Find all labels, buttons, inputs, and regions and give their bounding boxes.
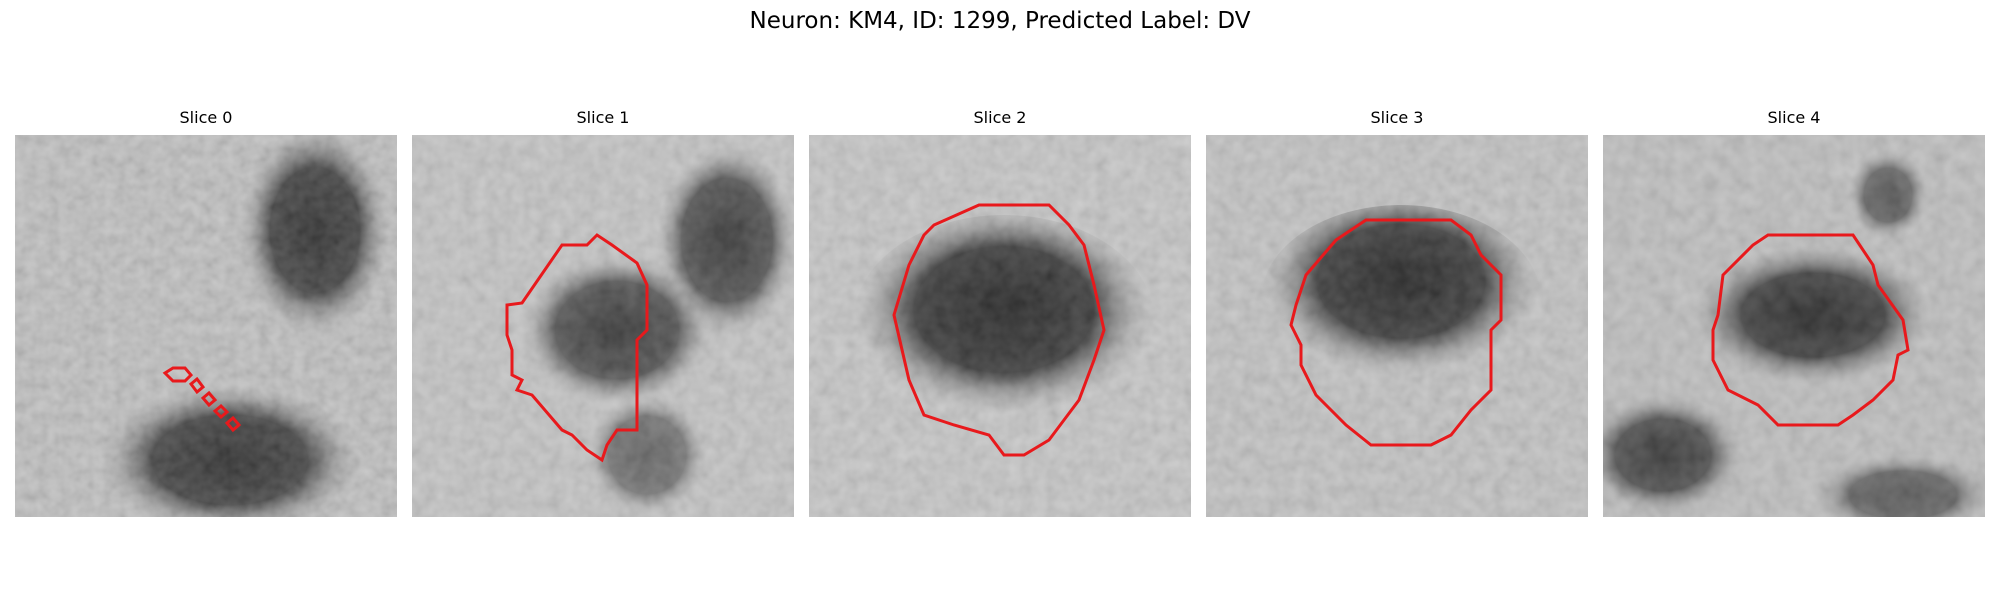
contour-fragment <box>212 403 230 420</box>
slice-1-contour <box>505 233 649 463</box>
slice-0-svg <box>15 135 397 517</box>
slice-3-contour <box>1289 218 1503 447</box>
slice-2-noise <box>809 135 1191 517</box>
slice-4-svg <box>1603 135 1985 517</box>
contour-fragment <box>162 366 194 383</box>
slice-3-svg <box>1206 135 1588 517</box>
slice-4-contour <box>1711 233 1910 427</box>
slice-3-noise <box>1206 135 1588 517</box>
panel-title-slice-1: Slice 1 <box>576 108 630 127</box>
contour-fragment <box>200 390 218 408</box>
slice-0-contours <box>162 366 242 433</box>
panel-title-slice-3: Slice 3 <box>1370 108 1424 127</box>
slice-4-noise <box>1603 135 1985 517</box>
image-panel-slice-3 <box>1206 135 1588 517</box>
slice-0-noise <box>15 135 397 517</box>
slice-2-svg <box>809 135 1191 517</box>
image-panel-slice-0 <box>15 135 397 517</box>
slice-2-contour <box>892 203 1106 457</box>
image-panel-slice-1 <box>412 135 794 517</box>
panel-title-slice-4: Slice 4 <box>1767 108 1821 127</box>
contour-fragment <box>224 415 242 433</box>
contour-fragment <box>188 376 206 395</box>
image-panel-slice-2 <box>809 135 1191 517</box>
slice-1-svg <box>412 135 794 517</box>
image-panel-slice-4 <box>1603 135 1985 517</box>
panel-title-slice-0: Slice 0 <box>179 108 233 127</box>
panel-title-slice-2: Slice 2 <box>973 108 1027 127</box>
figure-title: Neuron: KM4, ID: 1299, Predicted Label: … <box>749 8 1251 34</box>
